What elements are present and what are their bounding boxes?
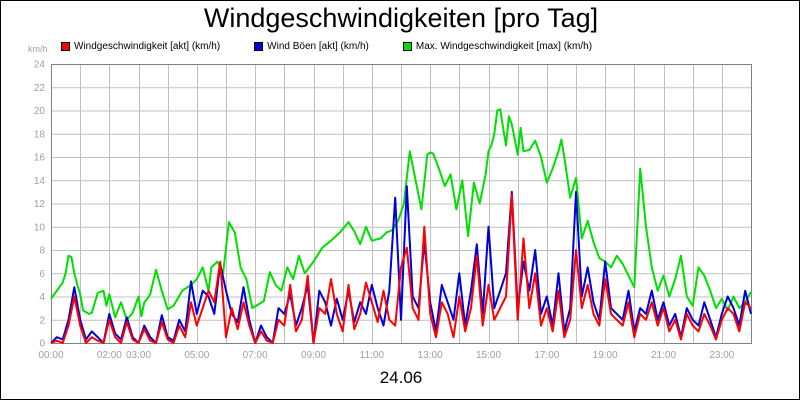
x-tick-label: 03:00 — [126, 350, 151, 361]
y-tick-label: 0 — [39, 339, 45, 350]
chart-legend: Windgeschwindigkeit [akt] (km/h) Wind Bö… — [61, 39, 626, 53]
x-tick-label: 17:00 — [534, 350, 559, 361]
x-tick-label: 19:00 — [593, 350, 618, 361]
y-tick-label: 18 — [34, 129, 46, 140]
y-tick-label: 4 — [39, 292, 45, 303]
series-line-0 — [50, 108, 752, 321]
legend-swatch-boeen — [254, 41, 264, 51]
chart-title: Windgeschwindigkeiten [pro Tag] — [203, 3, 599, 33]
x-tick-label: 11:00 — [360, 350, 385, 361]
x-tick-label: 00:00 — [38, 350, 63, 361]
legend-label-boeen: Wind Böen [akt] (km/h) — [267, 40, 369, 52]
y-tick-label: 20 — [34, 106, 46, 117]
legend-label-wind: Windgeschwindigkeit [akt] (km/h) — [74, 40, 221, 52]
legend-item-max: Max. Windgeschwindigkeit [max] (km/h) — [402, 39, 593, 53]
x-tick-label: 23:00 — [709, 350, 734, 361]
plot-border — [51, 64, 752, 344]
y-tick-label: 14 — [34, 176, 46, 187]
y-tick-label: 22 — [34, 83, 46, 94]
x-tick-label: 02:00 — [97, 350, 122, 361]
x-tick-label: 05:00 — [184, 350, 209, 361]
y-tick-label: 8 — [39, 246, 45, 257]
y-tick-label: 16 — [34, 153, 46, 164]
y-tick-label: 10 — [34, 222, 46, 233]
y-tick-label: 12 — [34, 199, 46, 210]
y-tick-label: 24 — [34, 60, 46, 71]
y-tick-label: 6 — [39, 269, 45, 280]
x-tick-label: 21:00 — [651, 350, 676, 361]
date-label: 24.06 — [379, 368, 423, 387]
x-tick-label: 09:00 — [301, 350, 326, 361]
y-unit-label: km/h — [28, 44, 48, 54]
legend-label-max: Max. Windgeschwindigkeit [max] (km/h) — [415, 40, 593, 52]
legend-item-boeen: Wind Böen [akt] (km/h) — [254, 39, 369, 53]
legend-swatch-max — [402, 41, 412, 51]
legend-item-wind: Windgeschwindigkeit [akt] (km/h) — [61, 39, 220, 53]
x-tick-label: 07:00 — [243, 350, 268, 361]
x-tick-label: 13:00 — [418, 350, 443, 361]
legend-swatch-wind — [61, 41, 70, 51]
series-line-2 — [50, 193, 752, 344]
y-tick-label: 2 — [39, 315, 45, 326]
x-tick-label: 15:00 — [476, 350, 501, 361]
